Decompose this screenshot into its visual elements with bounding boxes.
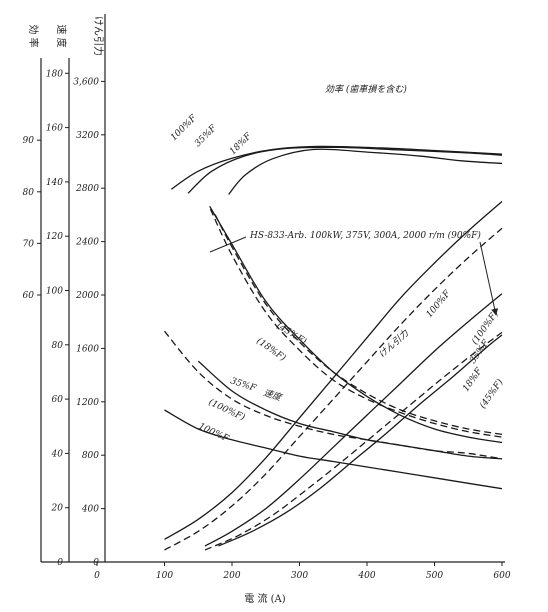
speed-label: 速度 — [262, 387, 284, 404]
force-100-label: 100%F — [425, 288, 454, 320]
x-tick-label: 200 — [222, 571, 240, 581]
efficiency-tick-label: 70 — [23, 239, 35, 249]
force-curve-6 — [218, 334, 503, 547]
force-tick-label: 400 — [81, 505, 99, 515]
force-tick-label: 2400 — [75, 238, 99, 248]
efficiency-35-label: 35%F — [193, 123, 219, 149]
speed-curve-13 — [164, 409, 503, 490]
force-tick-label: 2800 — [75, 184, 99, 194]
speed-18-paren-label: (18%F) — [254, 335, 288, 363]
force-18-label: 18%F — [461, 366, 485, 394]
x-axis-ticks: 0 100 200 300 400 500 600 — [94, 562, 511, 581]
speed-curve-11 — [197, 360, 503, 460]
efficiency-100-label: 100%F — [169, 113, 199, 143]
motor-spec-label: HS-833-Arb. 100kW, 375V, 300A, 2000 r/m … — [249, 230, 481, 241]
x-tick-label: 0 — [94, 571, 100, 581]
force-axis-header: けん引力 — [92, 16, 105, 56]
speed-tick-label: 100 — [46, 287, 63, 297]
x-axis-label: 電 流 (A) — [244, 592, 285, 605]
efficiency-axis-ticks: 60 70 80 90 — [23, 136, 41, 301]
speed-axis-header: 速 度 — [55, 24, 68, 47]
force-tick-label: 3200 — [76, 131, 99, 141]
speed-curve-12 — [163, 330, 503, 460]
force-tick-label: 800 — [82, 451, 99, 461]
speed-curve-9 — [209, 208, 503, 438]
speed-tick-label: 80 — [52, 341, 64, 351]
force-axis-ticks: 0 400 800 1200 1600 2000 2400 2800 3200 3,600 — [73, 77, 105, 568]
speed-tick-label: 20 — [51, 504, 64, 514]
force-tick-label: 3,600 — [73, 77, 99, 87]
force-curve-4 — [164, 227, 503, 551]
force-tick-label: 2000 — [75, 291, 99, 301]
force-label: けん引力 — [377, 327, 412, 360]
speed-curve-8 — [209, 205, 503, 444]
x-tick-label: 400 — [357, 571, 375, 581]
speed-axis-ticks: 0 20 40 60 80 100 120 140 160 180 — [46, 69, 69, 568]
x-tick-label: 600 — [493, 571, 510, 581]
speed-tick-label: 120 — [46, 232, 63, 242]
x-tick-label: 300 — [291, 571, 308, 581]
speed-tick-label: 0 — [57, 558, 63, 568]
x-tick-label: 100 — [156, 571, 173, 581]
force-45-paren-label: (45%F) — [477, 377, 505, 411]
speed-curve-10 — [214, 214, 503, 436]
efficiency-curve-2 — [228, 148, 503, 195]
right-arrow-line — [479, 241, 499, 316]
efficiency-tick-label: 90 — [23, 136, 35, 146]
curves — [163, 145, 503, 551]
efficiency-curve-1 — [187, 146, 503, 194]
speed-tick-label: 140 — [46, 178, 63, 188]
axis-lines — [40, 14, 505, 563]
x-tick-label: 500 — [426, 571, 443, 581]
force-curve-7 — [204, 331, 503, 551]
efficiency-title-label: 効率 (歯車損を含む) — [325, 84, 407, 95]
motor-spec-leader-line — [209, 236, 247, 253]
force-curve-3 — [164, 201, 503, 540]
efficiency-tick-label: 80 — [23, 188, 35, 198]
speed-tick-label: 40 — [51, 449, 64, 459]
axis-headers: 効 率 速 度 けん引力 — [27, 16, 105, 56]
speed-45-paren-label: (45%F) — [274, 320, 308, 347]
force-tick-label: 1200 — [76, 398, 99, 408]
force-tick-label: 1600 — [76, 344, 99, 354]
force-tick-label: 0 — [93, 558, 99, 568]
efficiency-axis-header: 効 率 — [27, 24, 40, 47]
speed-100-label: 100%F — [197, 422, 231, 445]
efficiency-tick-label: 60 — [23, 291, 35, 301]
force-curve-5 — [204, 293, 503, 547]
speed-tick-label: 180 — [46, 69, 63, 79]
speed-100-paren-label: (100%F) — [207, 397, 247, 424]
speed-tick-label: 60 — [52, 395, 64, 405]
speed-tick-label: 160 — [46, 124, 63, 134]
